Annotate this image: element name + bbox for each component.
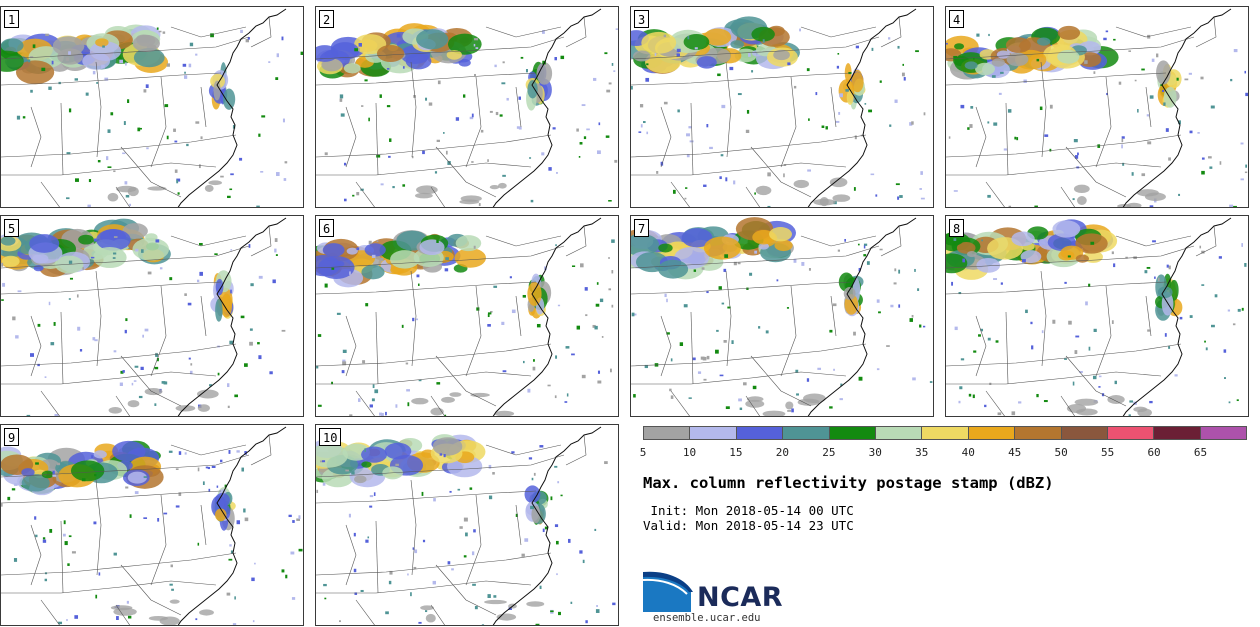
reflectivity-map <box>631 217 933 416</box>
colorbar-tick-label: 5 <box>639 446 647 459</box>
colorbar-tick-label: 10 <box>682 446 697 459</box>
member-label: 6 <box>319 219 335 237</box>
member-label: 2 <box>319 10 335 28</box>
colorbar-tick-label: 65 <box>1193 446 1208 459</box>
member-panel-2: 2 <box>315 6 619 208</box>
colorbar-bin <box>967 427 1015 439</box>
colorbar-bin <box>1060 427 1107 439</box>
colorbar-bin <box>874 427 922 439</box>
colorbar-tick-label: 40 <box>961 446 975 459</box>
reflectivity-map <box>1 426 303 625</box>
colorbar-tick-label: 25 <box>822 446 836 459</box>
member-panel-8: 8 <box>945 215 1249 417</box>
reflectivity-colorbar <box>643 426 1247 440</box>
reflectivity-map <box>1 217 287 416</box>
colorbar-bin <box>921 427 968 439</box>
member-panel-7: 7 <box>630 215 934 417</box>
reflectivity-map <box>946 217 1247 416</box>
colorbar-bin <box>1014 427 1061 439</box>
reflectivity-map <box>316 217 615 416</box>
colorbar-tick-label: 60 <box>1147 446 1161 459</box>
colorbar-tick-label: 20 <box>775 446 789 459</box>
member-panel-10: 10 <box>315 424 619 626</box>
colorbar-tick-label: 50 <box>1054 446 1068 459</box>
colorbar-bin <box>689 427 736 439</box>
colorbar-bin <box>644 427 690 439</box>
reflectivity-map <box>316 8 618 207</box>
figure-title: Max. column reflectivity postage stamp (… <box>643 474 1054 492</box>
colorbar-tick-label: 15 <box>729 446 743 459</box>
reflectivity-map <box>1 8 303 207</box>
ncar-logo-icon <box>643 571 693 612</box>
colorbar-bin <box>782 427 829 439</box>
member-label: 10 <box>319 428 342 446</box>
valid-time: Valid: Mon 2018-05-14 23 UTC <box>643 518 854 533</box>
reflectivity-map <box>316 426 616 625</box>
member-label: 5 <box>4 219 20 237</box>
member-label: 4 <box>949 10 965 28</box>
reflectivity-map <box>946 8 1248 207</box>
colorbar-bin <box>828 427 875 439</box>
member-label: 3 <box>634 10 650 28</box>
member-panel-3: 3 <box>630 6 934 208</box>
member-label: 8 <box>949 219 965 237</box>
colorbar-tick-label: 55 <box>1100 446 1115 459</box>
member-label: 1 <box>4 10 20 28</box>
member-panel-4: 4 <box>945 6 1249 208</box>
member-label: 9 <box>4 428 20 446</box>
ncar-logo-text: NCAR <box>697 582 784 613</box>
member-panel-1: 1 <box>0 6 304 208</box>
website-url: ensemble.ucar.edu <box>653 612 761 624</box>
member-label: 7 <box>634 219 650 237</box>
colorbar-bin <box>1153 427 1200 439</box>
member-panel-6: 6 <box>315 215 619 417</box>
colorbar-bin <box>1199 427 1247 439</box>
colorbar-bin <box>1106 427 1154 439</box>
colorbar-tick-label: 35 <box>915 446 929 459</box>
colorbar-tick-label: 30 <box>868 446 882 459</box>
member-panel-5: 5 <box>0 215 304 417</box>
member-panel-9: 9 <box>0 424 304 626</box>
colorbar-bin <box>735 427 783 439</box>
init-time: Init: Mon 2018-05-14 00 UTC <box>643 503 854 518</box>
colorbar-tick-label: 45 <box>1008 446 1022 459</box>
reflectivity-map <box>631 8 926 207</box>
